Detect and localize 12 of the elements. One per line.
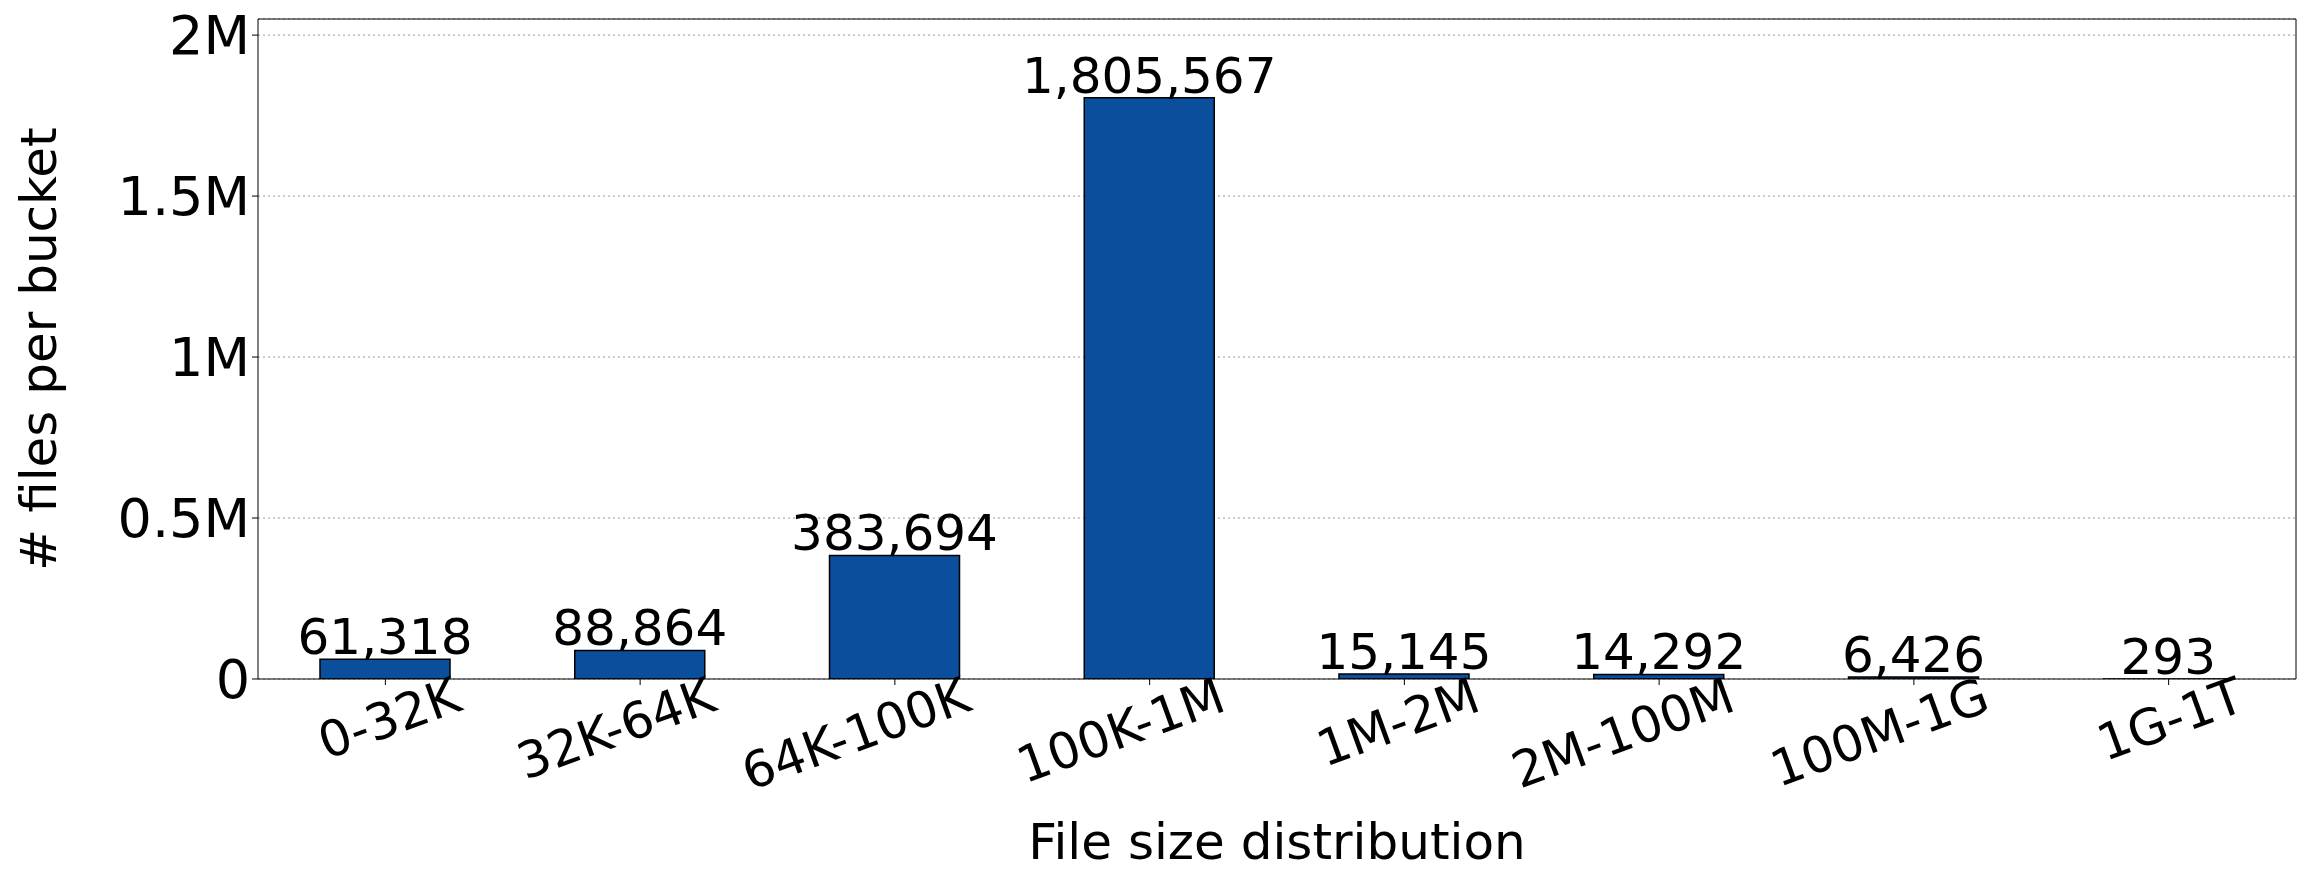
y-tick-label: 1.5M: [117, 165, 250, 229]
y-tick-label: 0: [215, 648, 250, 712]
data-label: 383,694: [791, 504, 998, 563]
data-label: 88,864: [552, 599, 728, 658]
x-axis-title: File size distribution: [1028, 813, 1526, 871]
y-axis-title: # files per bucket: [9, 127, 68, 571]
data-label: 1,805,567: [1022, 46, 1277, 105]
y-tick-label: 0.5M: [117, 487, 250, 551]
x-tick-label: 0-32K: [310, 666, 469, 771]
data-label: 61,318: [297, 608, 473, 667]
y-tick-label: 2M: [169, 4, 250, 68]
y-tick-label: 1M: [169, 326, 250, 390]
